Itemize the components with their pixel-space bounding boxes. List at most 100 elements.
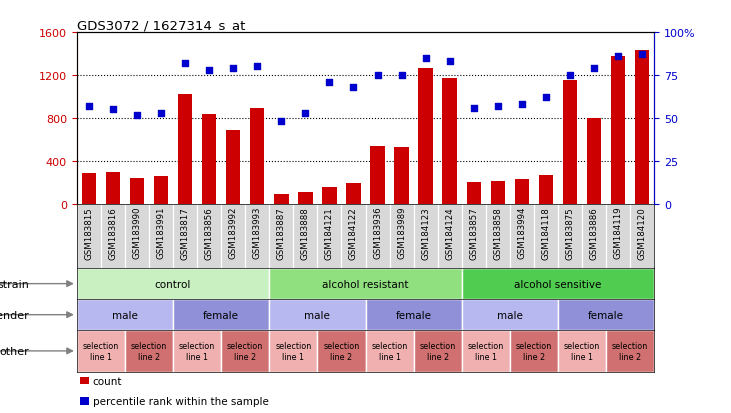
Text: GSM183816: GSM183816: [108, 206, 118, 259]
Text: GSM183992: GSM183992: [229, 206, 238, 259]
Text: GSM184123: GSM184123: [421, 206, 430, 259]
Point: [107, 107, 118, 114]
Bar: [105, 173, 120, 204]
Bar: [462, 330, 510, 372]
Point: [468, 105, 480, 112]
Bar: [154, 177, 168, 204]
Point: [613, 54, 624, 60]
Bar: [515, 180, 529, 204]
Text: GSM183888: GSM183888: [301, 206, 310, 259]
Text: GSM183858: GSM183858: [493, 206, 502, 259]
Text: GSM183815: GSM183815: [84, 206, 94, 259]
Point: [637, 52, 648, 59]
Bar: [77, 299, 173, 330]
Bar: [269, 330, 317, 372]
Text: female: female: [588, 310, 624, 320]
Point: [564, 73, 576, 79]
Point: [444, 59, 455, 66]
Bar: [346, 183, 360, 204]
Point: [395, 73, 407, 79]
Text: count: count: [93, 375, 122, 386]
Bar: [77, 268, 269, 299]
Bar: [414, 330, 462, 372]
Text: GSM183936: GSM183936: [373, 206, 382, 259]
Text: GSM184120: GSM184120: [637, 206, 647, 259]
Text: selection
line 1: selection line 1: [564, 342, 600, 361]
Bar: [173, 330, 221, 372]
Text: female: female: [395, 310, 431, 320]
Bar: [563, 81, 577, 204]
Bar: [226, 131, 240, 204]
Text: GSM183994: GSM183994: [518, 206, 526, 259]
Text: selection
line 1: selection line 1: [83, 342, 119, 361]
Text: GSM183991: GSM183991: [156, 206, 165, 259]
Text: GSM184119: GSM184119: [613, 206, 623, 259]
Text: selection
line 2: selection line 2: [420, 342, 456, 361]
Bar: [250, 109, 265, 204]
Bar: [317, 330, 366, 372]
Point: [276, 119, 287, 126]
Text: alcohol sensitive: alcohol sensitive: [515, 279, 602, 289]
Bar: [366, 330, 414, 372]
Text: GSM183856: GSM183856: [205, 206, 213, 259]
Text: male: male: [304, 310, 330, 320]
Bar: [298, 192, 313, 204]
Bar: [82, 173, 96, 204]
Bar: [462, 268, 654, 299]
Bar: [366, 299, 462, 330]
Text: GSM183989: GSM183989: [397, 206, 406, 259]
Point: [227, 66, 239, 72]
Text: GSM183990: GSM183990: [132, 206, 141, 259]
Text: male: male: [112, 310, 138, 320]
Point: [588, 66, 600, 72]
Bar: [274, 194, 289, 204]
Bar: [462, 299, 558, 330]
Bar: [558, 330, 606, 372]
Bar: [202, 114, 216, 204]
Text: GSM184122: GSM184122: [349, 206, 358, 259]
Point: [300, 110, 311, 117]
Bar: [466, 183, 481, 204]
Point: [348, 85, 360, 91]
Point: [371, 73, 383, 79]
Text: GSM183857: GSM183857: [469, 206, 478, 259]
Text: GSM184118: GSM184118: [542, 206, 550, 259]
Point: [131, 112, 143, 119]
Text: GSM183817: GSM183817: [181, 206, 189, 259]
Text: selection
line 2: selection line 2: [131, 342, 167, 361]
Bar: [178, 95, 192, 204]
Text: percentile rank within the sample: percentile rank within the sample: [93, 396, 269, 406]
Point: [179, 61, 191, 67]
Text: other: other: [0, 346, 29, 356]
Bar: [371, 147, 385, 204]
Bar: [611, 57, 625, 204]
Text: selection
line 1: selection line 1: [275, 342, 311, 361]
Bar: [269, 299, 366, 330]
Bar: [606, 330, 654, 372]
Text: female: female: [203, 310, 239, 320]
Text: strain: strain: [0, 279, 29, 289]
Bar: [269, 268, 462, 299]
Bar: [418, 69, 433, 204]
Text: GSM184124: GSM184124: [445, 206, 454, 259]
Bar: [635, 51, 649, 204]
Text: selection
line 2: selection line 2: [323, 342, 360, 361]
Bar: [129, 179, 144, 204]
Text: GSM183993: GSM183993: [253, 206, 262, 259]
Text: selection
line 2: selection line 2: [516, 342, 552, 361]
Text: GSM183886: GSM183886: [590, 206, 599, 259]
Bar: [322, 188, 336, 204]
Bar: [395, 148, 409, 204]
Bar: [510, 330, 558, 372]
Bar: [587, 119, 602, 204]
Point: [203, 67, 215, 74]
Text: selection
line 2: selection line 2: [612, 342, 648, 361]
Text: GSM184121: GSM184121: [325, 206, 334, 259]
Bar: [173, 299, 269, 330]
Bar: [125, 330, 173, 372]
Text: male: male: [497, 310, 523, 320]
Point: [540, 95, 552, 102]
Bar: [442, 78, 457, 204]
Text: GSM183875: GSM183875: [566, 206, 575, 259]
Bar: [539, 176, 553, 204]
